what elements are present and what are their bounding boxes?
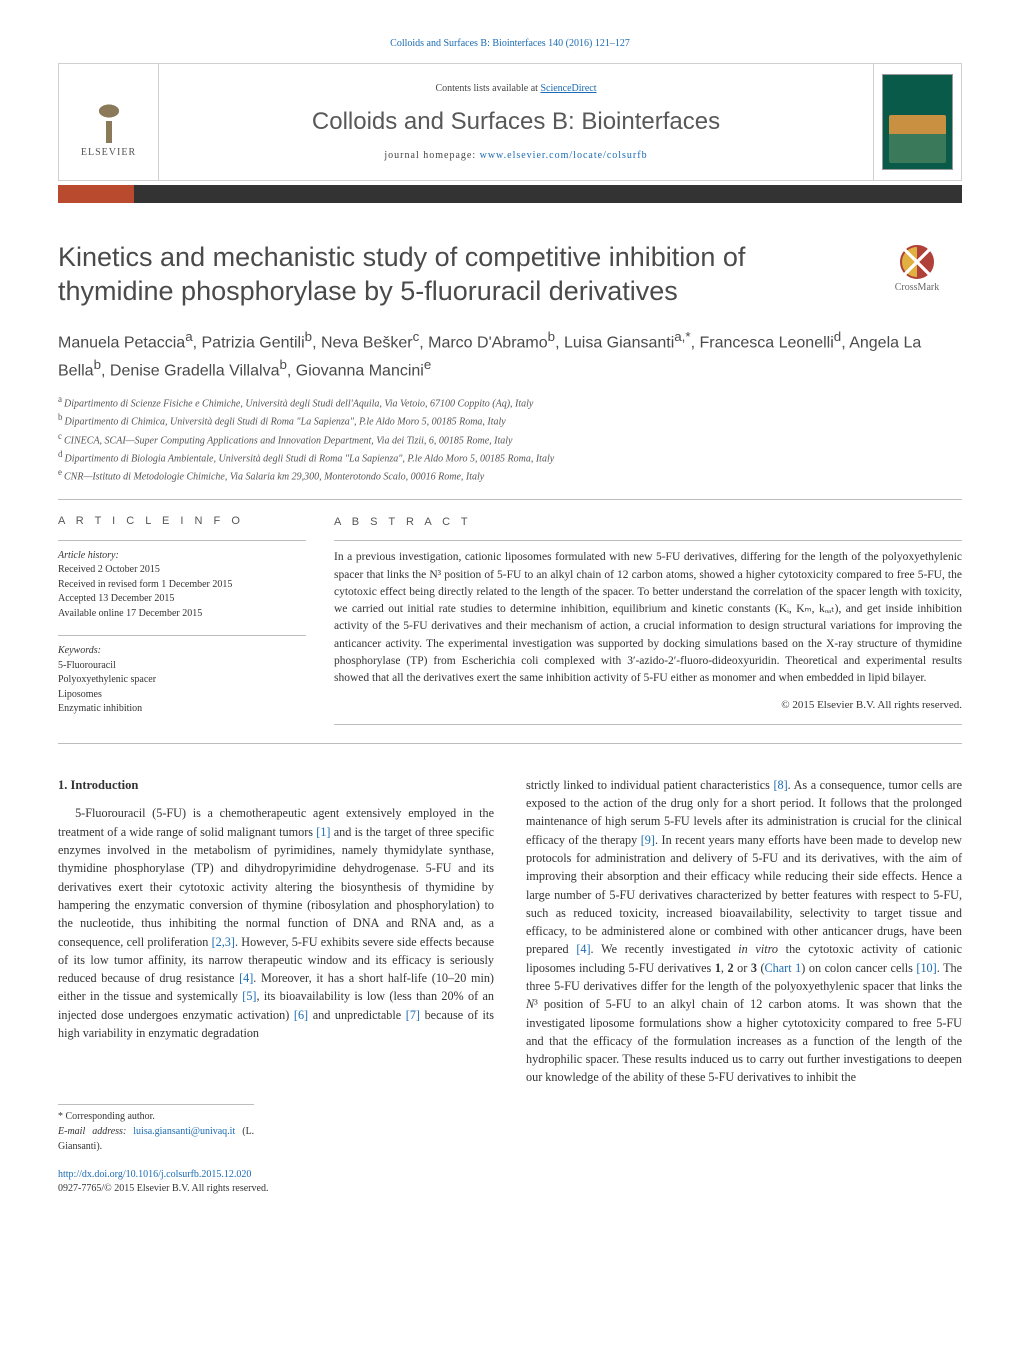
issn-copyright: 0927-7765/© 2015 Elsevier B.V. All right… (58, 1182, 494, 1196)
keywords-block: Keywords: 5-FluorouracilPolyoxyethylenic… (58, 644, 306, 717)
history-list: Received 2 October 2015Received in revis… (58, 563, 306, 621)
journal-header: ELSEVIER Contents lists available at Sci… (58, 63, 962, 181)
email-line: E-mail address: luisa.giansanti@univaq.i… (58, 1124, 254, 1154)
info-abstract-row: A R T I C L E I N F O Article history: R… (58, 514, 962, 731)
divider (58, 540, 306, 541)
abstract-heading: A B S T R A C T (334, 514, 962, 531)
divider (58, 743, 962, 744)
list-item: Received 2 October 2015 (58, 563, 306, 578)
intro-paragraph-1: 5-Fluorouracil (5-FU) is a chemotherapeu… (58, 804, 494, 1042)
article-info-heading: A R T I C L E I N F O (58, 514, 306, 530)
affiliation-line: eCNR—Istituto di Metodologie Chimiche, V… (58, 466, 962, 484)
list-item: Enzymatic inhibition (58, 702, 306, 717)
affiliation-line: aDipartimento di Scienze Fisiche e Chimi… (58, 393, 962, 411)
doi-block: http://dx.doi.org/10.1016/j.colsurfb.201… (58, 1168, 494, 1196)
header-center: Contents lists available at ScienceDirec… (159, 75, 873, 169)
homepage-label: journal homepage: (384, 150, 479, 161)
contents-prefix: Contents lists available at (435, 83, 540, 94)
title-row: Kinetics and mechanistic study of compet… (58, 241, 962, 327)
abstract-column: A B S T R A C T In a previous investigat… (334, 514, 962, 731)
corresponding-author-note: * Corresponding author. (58, 1109, 254, 1124)
running-citation: Colloids and Surfaces B: Biointerfaces 1… (58, 38, 962, 49)
keywords-label: Keywords: (58, 644, 306, 659)
email-label: E-mail address: (58, 1126, 133, 1137)
crossmark-badge[interactable]: CrossMark (872, 241, 962, 293)
corresponding-email-link[interactable]: luisa.giansanti@univaq.it (133, 1126, 235, 1137)
intro-heading: 1. Introduction (58, 776, 494, 795)
page-root: Colloids and Surfaces B: Biointerfaces 1… (0, 0, 1020, 1236)
brand-bar (58, 185, 962, 203)
cover-image-icon (882, 74, 953, 170)
journal-cover-thumb (873, 64, 961, 180)
journal-homepage-line: journal homepage: www.elsevier.com/locat… (171, 150, 861, 161)
list-item: Accepted 13 December 2015 (58, 592, 306, 607)
crossmark-label: CrossMark (895, 282, 939, 293)
affiliations-block: aDipartimento di Scienze Fisiche e Chimi… (58, 393, 962, 485)
abstract-text: In a previous investigation, cationic li… (334, 549, 962, 687)
divider (58, 635, 306, 636)
elsevier-logo: ELSEVIER (59, 64, 159, 180)
article-title: Kinetics and mechanistic study of compet… (58, 241, 852, 309)
sciencedirect-link[interactable]: ScienceDirect (540, 83, 596, 94)
body-columns: 1. Introduction 5-Fluorouracil (5-FU) is… (58, 776, 962, 1197)
list-item: Polyoxyethylenic spacer (58, 673, 306, 688)
affiliation-line: bDipartimento di Chimica, Università deg… (58, 411, 962, 429)
elsevier-wordmark: ELSEVIER (81, 147, 136, 158)
keywords-list: 5-FluorouracilPolyoxyethylenic spacerLip… (58, 659, 306, 717)
homepage-link[interactable]: www.elsevier.com/locate/colsurfb (480, 150, 648, 161)
affiliation-line: dDipartimento di Biologia Ambientale, Un… (58, 448, 962, 466)
divider (334, 724, 962, 725)
list-item: Liposomes (58, 688, 306, 703)
body-column-left: 1. Introduction 5-Fluorouracil (5-FU) is… (58, 776, 494, 1197)
divider (58, 499, 962, 500)
history-label: Article history: (58, 549, 306, 564)
list-item: Received in revised form 1 December 2015 (58, 578, 306, 593)
body-column-right: strictly linked to individual patient ch… (526, 776, 962, 1197)
article-info-column: A R T I C L E I N F O Article history: R… (58, 514, 306, 731)
journal-name: Colloids and Surfaces B: Biointerfaces (171, 108, 861, 136)
abstract-copyright: © 2015 Elsevier B.V. All rights reserved… (334, 697, 962, 714)
footnotes-block: * Corresponding author. E-mail address: … (58, 1104, 254, 1154)
intro-paragraph-cont: strictly linked to individual patient ch… (526, 776, 962, 1087)
affiliation-line: cCINECA, SCAI—Super Computing Applicatio… (58, 430, 962, 448)
authors-line: Manuela Petacciaa, Patrizia Gentilib, Ne… (58, 327, 962, 384)
list-item: 5-Fluorouracil (58, 659, 306, 674)
elsevier-tree-icon (81, 87, 137, 143)
list-item: Available online 17 December 2015 (58, 607, 306, 622)
article-history-block: Article history: Received 2 October 2015… (58, 549, 306, 622)
crossmark-icon (900, 245, 934, 279)
contents-available-line: Contents lists available at ScienceDirec… (171, 83, 861, 94)
doi-link[interactable]: http://dx.doi.org/10.1016/j.colsurfb.201… (58, 1169, 251, 1180)
divider (334, 540, 962, 541)
